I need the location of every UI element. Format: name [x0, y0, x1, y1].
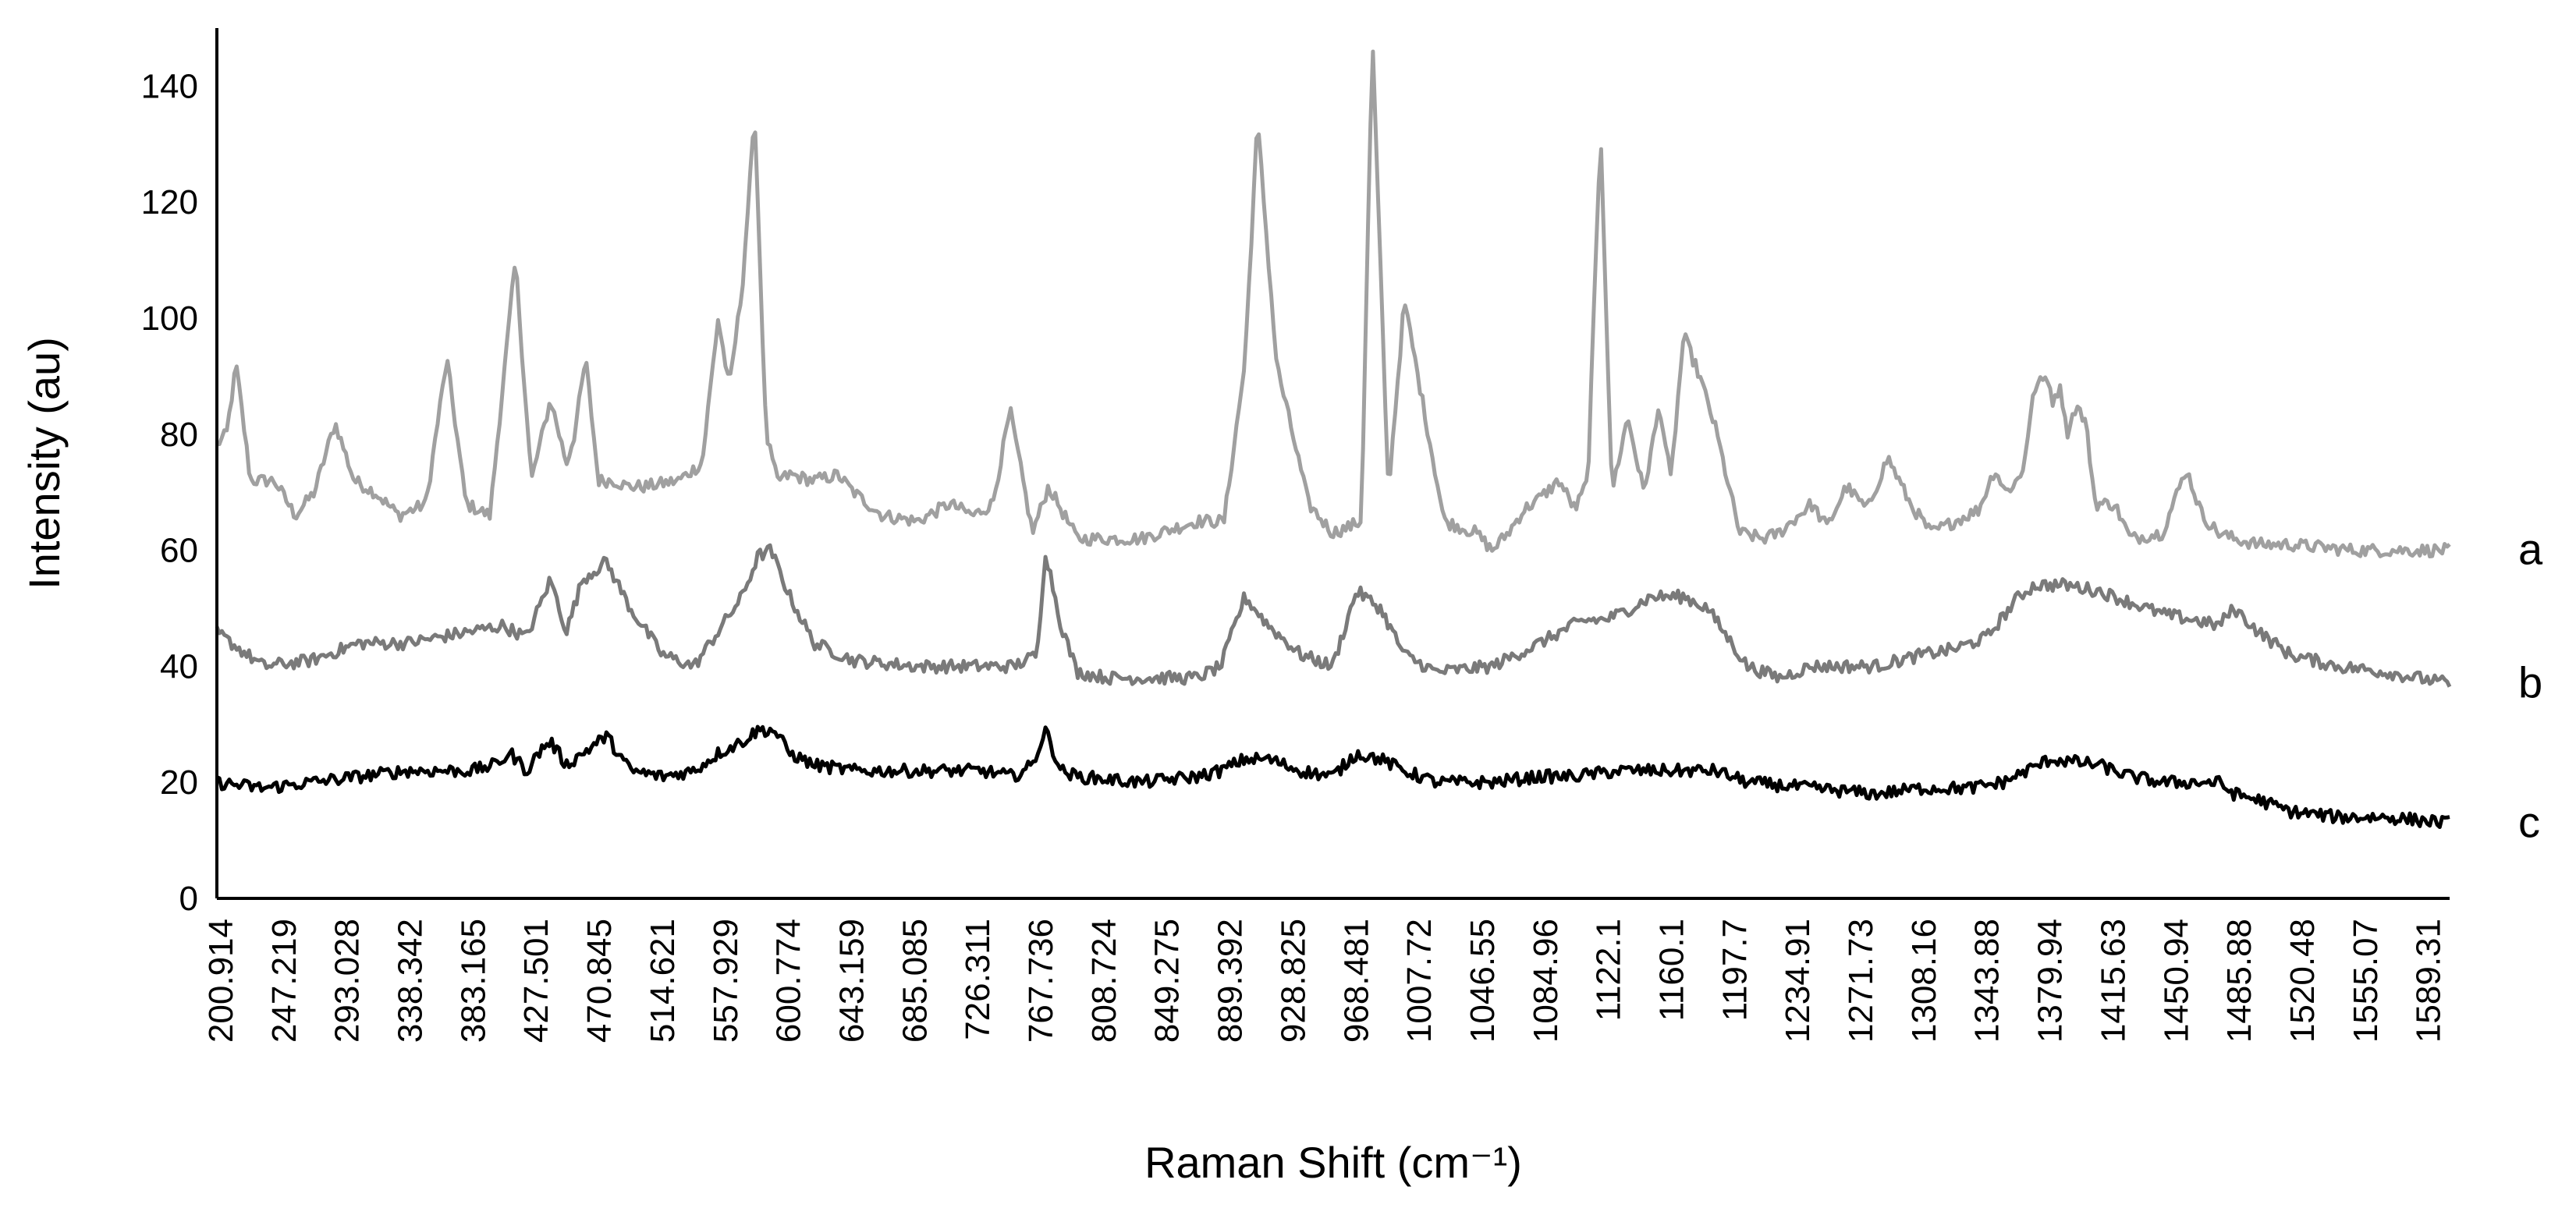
x-tick-label: 643.159	[832, 919, 871, 1043]
x-tick-label: 1589.31	[2410, 919, 2448, 1043]
series-line-c	[215, 724, 2450, 829]
y-tick-labels: 0 20 40 60 80 100 120 140	[141, 67, 198, 918]
x-tick-label: 600.774	[770, 919, 808, 1043]
x-tick-label: 1308.16	[1905, 919, 1943, 1043]
y-tick-label: 20	[160, 763, 198, 802]
x-tick-label: 968.481	[1337, 919, 1375, 1043]
series-label-b: b	[2518, 658, 2542, 707]
x-tick-label: 1084.96	[1527, 919, 1565, 1043]
x-tick-label: 1379.94	[2031, 919, 2070, 1043]
y-tick-label: 80	[160, 416, 198, 454]
x-tick-label: 514.621	[644, 919, 682, 1043]
x-axis-title: Raman Shift (cm⁻¹)	[1144, 1138, 1522, 1187]
y-tick-label: 120	[141, 183, 198, 221]
y-axis-title: Intensity (au)	[20, 337, 69, 590]
x-tick-label: 1234.91	[1779, 919, 1817, 1043]
series-label-a: a	[2518, 525, 2543, 574]
x-tick-label: 1007.72	[1400, 919, 1439, 1043]
x-tick-label: 849.275	[1148, 919, 1187, 1043]
x-tick-label: 293.028	[328, 919, 367, 1043]
series-line-a	[215, 49, 2451, 558]
x-tick-label: 1520.48	[2283, 919, 2322, 1043]
x-tick-label: 1271.73	[1842, 919, 1880, 1043]
x-tick-label: 1197.7	[1716, 919, 1754, 1021]
x-tick-label: 1415.63	[2094, 919, 2132, 1043]
x-tick-label: 383.165	[454, 919, 492, 1043]
x-tick-label: 470.845	[580, 919, 619, 1043]
x-tick-label: 1122.1	[1590, 919, 1628, 1021]
x-tick-label: 427.501	[517, 919, 555, 1043]
x-tick-label: 808.724	[1085, 919, 1123, 1043]
x-tick-label: 557.929	[707, 919, 745, 1043]
x-tick-label: 1160.1	[1652, 919, 1691, 1021]
x-tick-label: 889.392	[1212, 919, 1250, 1043]
series-label-c: c	[2518, 797, 2540, 846]
y-tick-label: 140	[141, 67, 198, 105]
x-tick-label: 1046.55	[1464, 919, 1502, 1043]
y-tick-label: 0	[179, 880, 198, 918]
x-tick-labels: 200.914 247.219 293.028 338.342 383.165 427.5…	[202, 919, 2448, 1043]
x-tick-label: 247.219	[265, 919, 303, 1043]
series-layer	[215, 49, 2452, 829]
y-tick-label: 40	[160, 647, 198, 685]
x-tick-label: 200.914	[202, 919, 240, 1043]
x-tick-label: 1555.07	[2347, 919, 2385, 1043]
x-tick-label: 726.311	[959, 919, 997, 1040]
x-tick-label: 767.736	[1022, 919, 1060, 1043]
y-tick-label: 60	[160, 532, 198, 570]
x-tick-label: 1343.88	[1968, 919, 2007, 1043]
x-tick-label: 928.825	[1274, 919, 1312, 1043]
x-tick-label: 338.342	[392, 919, 430, 1043]
x-tick-label: 1485.88	[2220, 919, 2258, 1043]
series-labels: a b c	[2518, 525, 2543, 847]
y-tick-label: 100	[141, 299, 198, 338]
series-line-b	[215, 543, 2452, 688]
x-tick-label: 685.085	[896, 919, 934, 1043]
x-tick-label: 1450.94	[2157, 919, 2195, 1043]
